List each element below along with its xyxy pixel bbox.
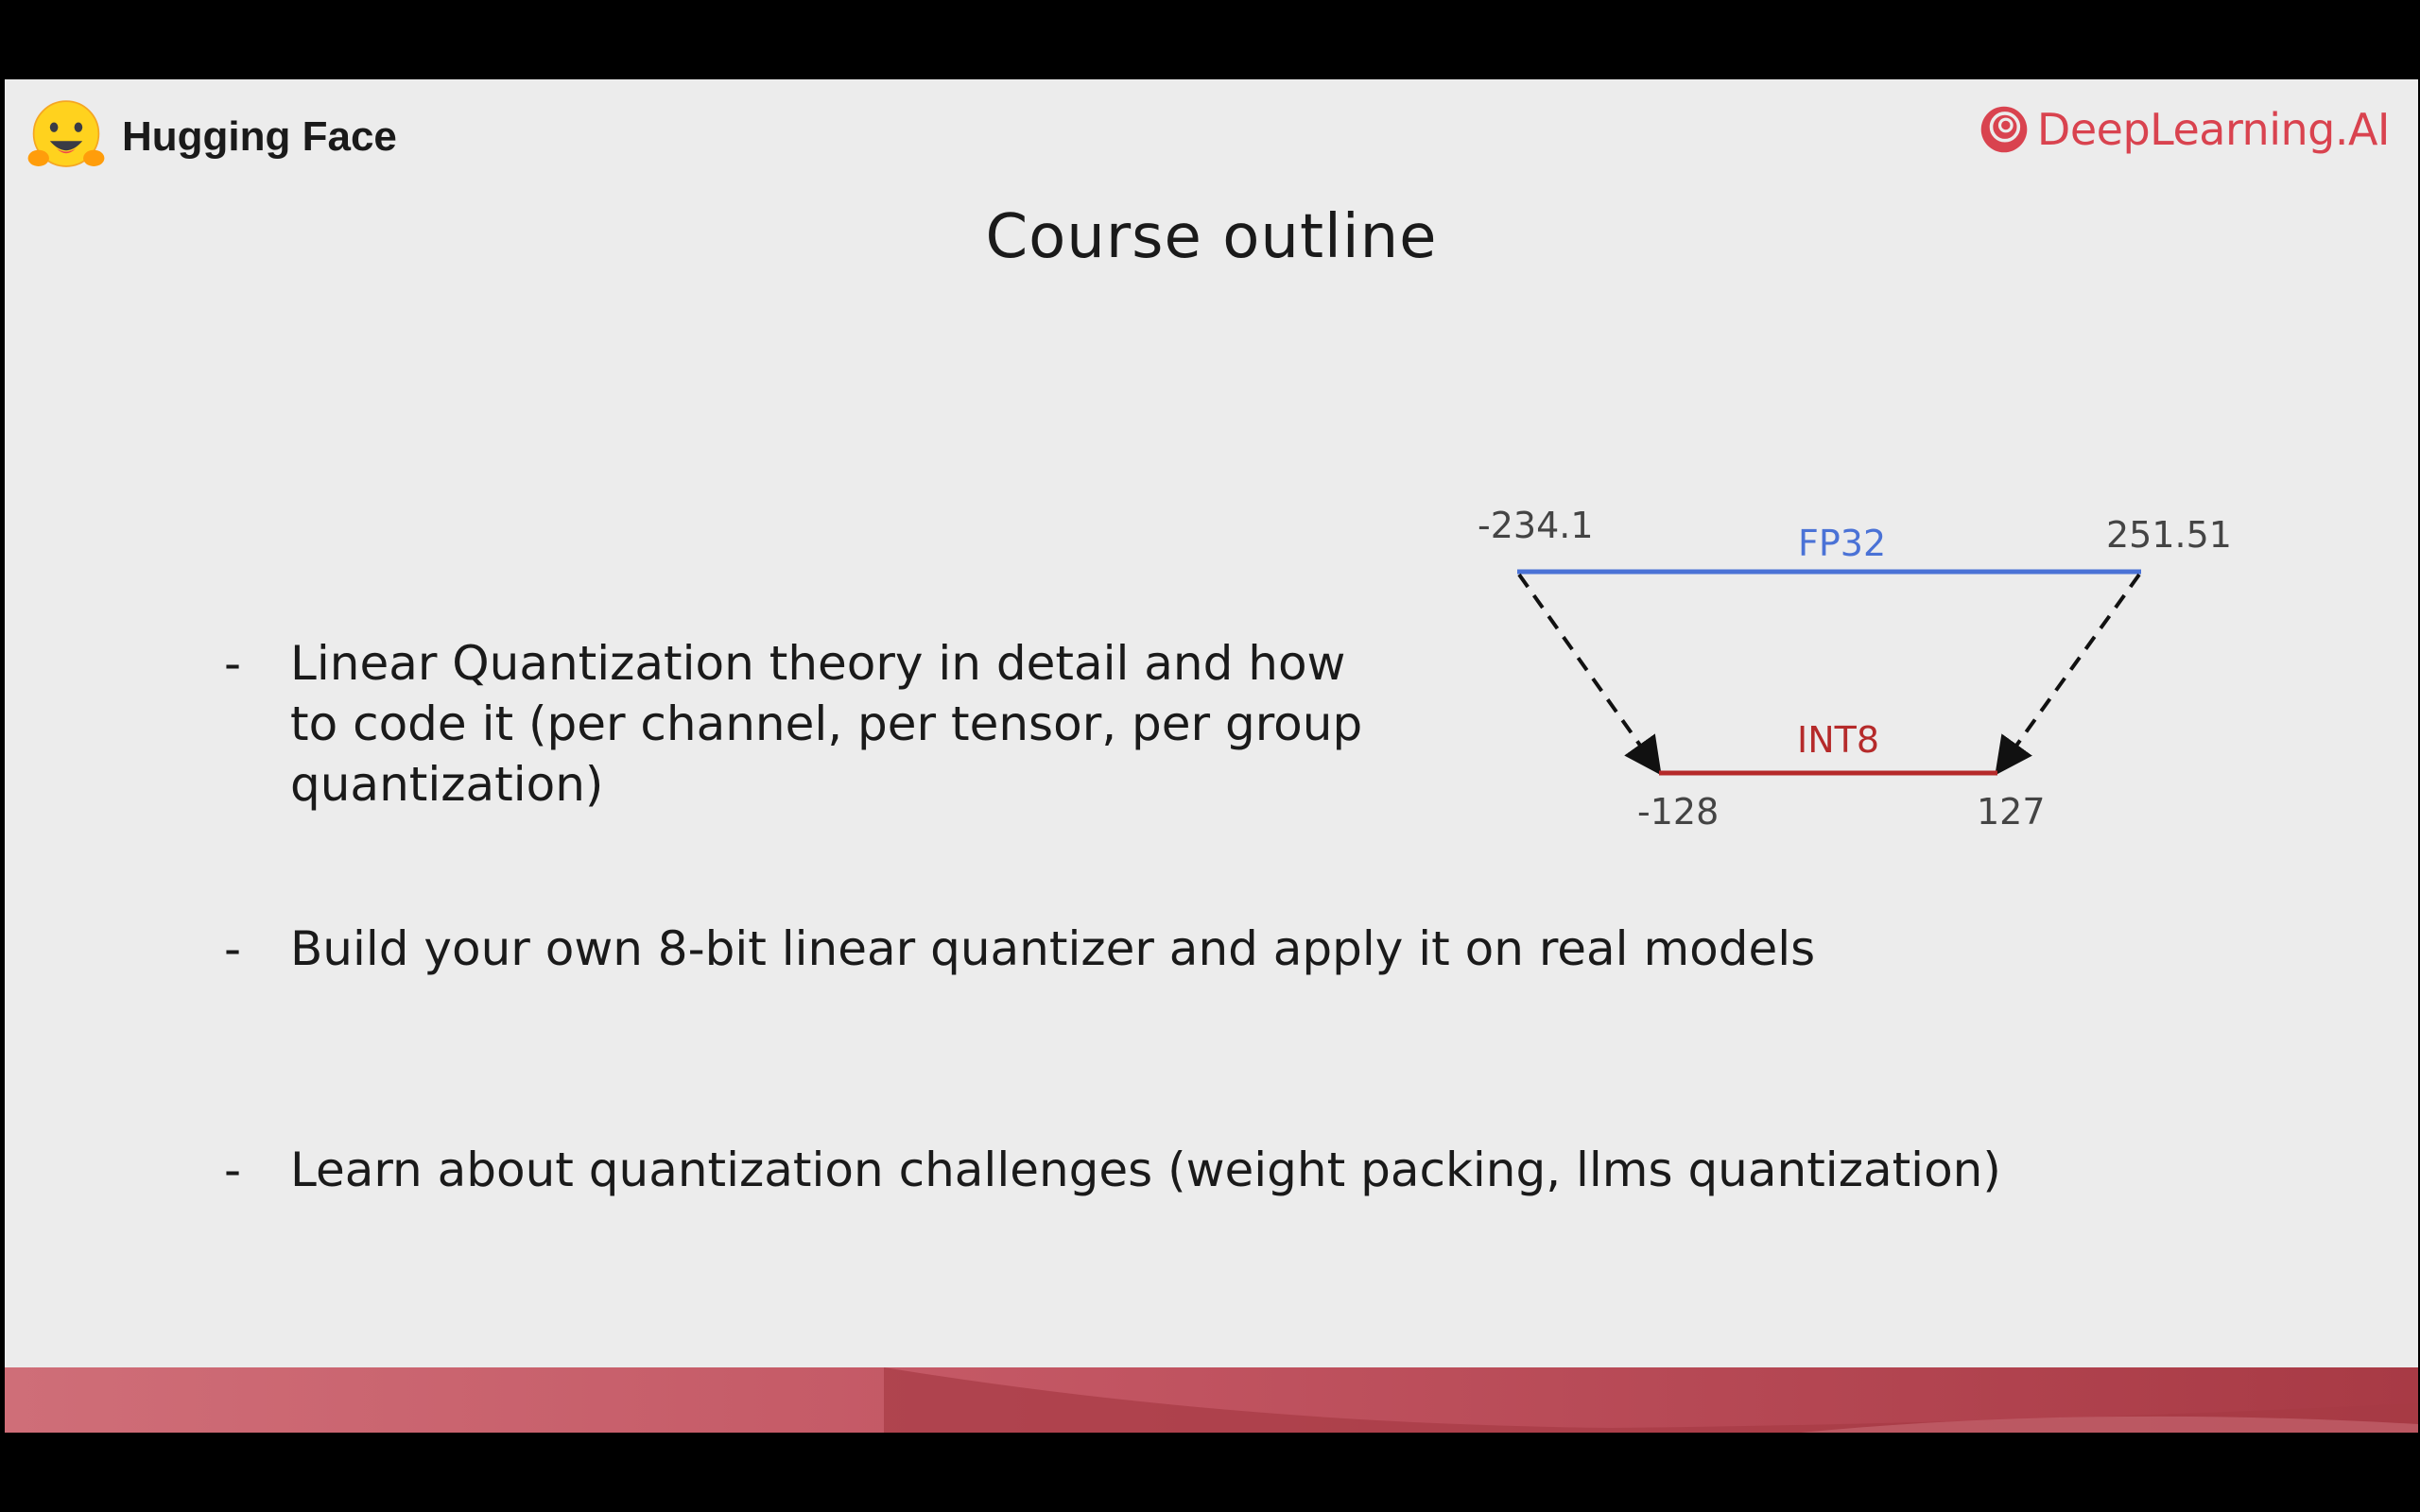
hugging-face-emoji-icon (27, 100, 105, 167)
deeplearning-ai-logo: DeepLearning.AI (1979, 104, 2391, 155)
min-mapping-arrow (1517, 573, 1662, 776)
footer-decorative-band (5, 1367, 2418, 1433)
int8-max-label: 127 (1977, 791, 2046, 833)
bullet-text: Learn about quantization challenges (wei… (290, 1143, 2001, 1197)
hugging-face-logo: Hugging Face (26, 96, 397, 178)
fp32-label: FP32 (1798, 523, 1886, 564)
deeplearning-ai-wordmark: DeepLearning.AI (2036, 104, 2391, 155)
bullet-marker: - (224, 921, 242, 976)
slide-title: Course outline (985, 202, 1438, 272)
slide: Hugging Face DeepLearning.AI Course outl… (5, 79, 2418, 1433)
deeplearning-ai-logo-icon (1980, 106, 2028, 153)
fp32-min-label: -234.1 (1478, 505, 1594, 546)
bullet-text: Build your own 8-bit linear quantizer an… (290, 921, 1816, 976)
bullet-item: - Linear Quantization theory in detail a… (224, 633, 1453, 815)
bullet-marker: - (224, 1143, 242, 1197)
bullet-item: - Build your own 8-bit linear quantizer … (224, 919, 1815, 979)
int8-label: INT8 (1797, 719, 1879, 761)
max-mapping-arrow (1995, 573, 2141, 776)
bullet-marker: - (224, 636, 242, 691)
int8-min-label: -128 (1637, 791, 1719, 833)
bullet-text: Linear Quantization theory in detail and… (290, 636, 1363, 812)
fp32-max-label: 251.51 (2106, 514, 2232, 556)
quantization-mapping-diagram: -234.1 251.51 FP32 INT8 -128 127 (1478, 505, 2232, 833)
hugging-face-wordmark: Hugging Face (122, 113, 397, 160)
bullet-item: - Learn about quantization challenges (w… (224, 1140, 2001, 1200)
